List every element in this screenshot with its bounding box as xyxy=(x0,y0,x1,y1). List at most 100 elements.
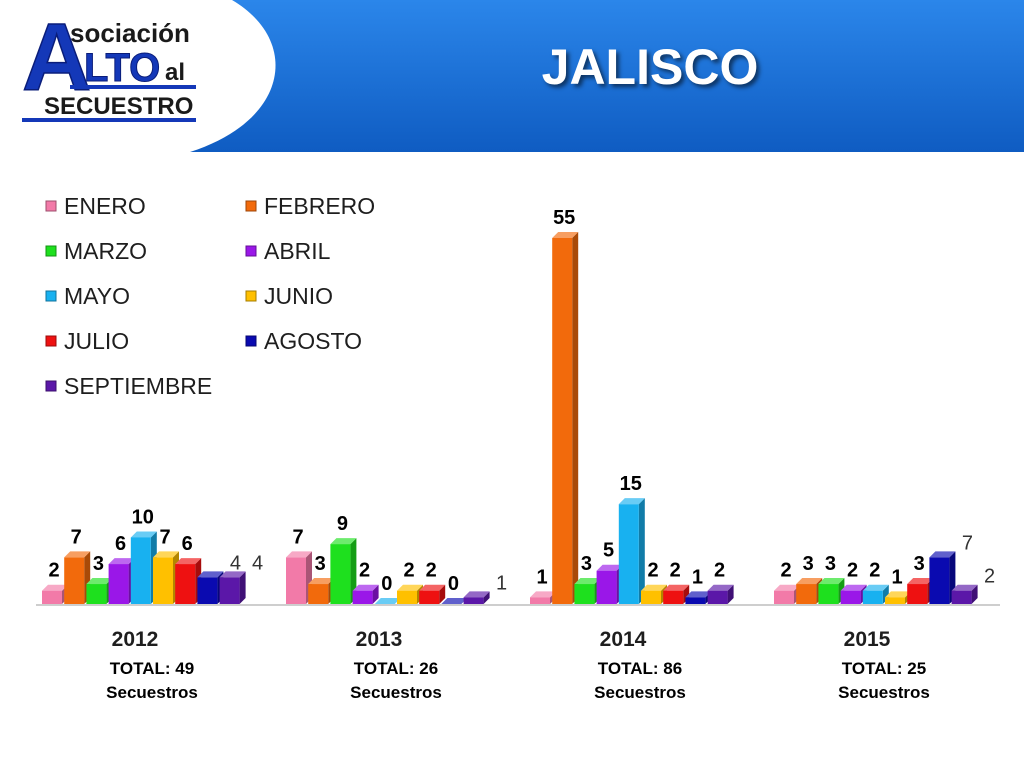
legend-swatch-marzo xyxy=(45,245,57,257)
total-label-2012: TOTAL: 49 xyxy=(110,659,194,678)
bar-2013-septiembre xyxy=(463,591,490,604)
legend-label-agosto: AGOSTO xyxy=(264,328,362,354)
legend-swatch-junio xyxy=(245,290,257,302)
slide-header: A sociación LTO al SECUESTRO JALISCO xyxy=(0,0,1024,152)
bar-2012-febrero xyxy=(64,551,91,604)
data-label-2013-febrero: 3 xyxy=(315,553,326,575)
category-label-2015: 2015 xyxy=(844,628,891,651)
total-unit-2014: Secuestros xyxy=(594,683,686,702)
bar-chart: ENERO FEBRERO MARZO ABRIL MAYO JUNIO JULIO AGOS… xyxy=(36,193,1000,702)
bar-2013-agosto xyxy=(441,598,468,604)
legend-swatch-febrero xyxy=(245,200,257,212)
data-label-2014-mayo: 15 xyxy=(620,473,642,495)
data-label-2014-junio: 2 xyxy=(647,560,658,582)
bar-2014-abril xyxy=(596,564,623,604)
data-label-2015-febrero: 3 xyxy=(803,553,814,575)
data-label-2015-septiembre: 2 xyxy=(984,566,995,588)
legend-label-junio: JUNIO xyxy=(264,283,333,309)
data-label-2012-septiembre: 4 xyxy=(252,552,263,574)
bar-2013-marzo xyxy=(330,538,357,604)
data-label-2015-julio: 3 xyxy=(914,553,925,575)
data-label-2014-marzo: 3 xyxy=(581,553,592,575)
category-label-2013: 2013 xyxy=(356,628,403,651)
bar-2014-mayo xyxy=(618,498,645,604)
legend-label-septiembre: SEPTIEMBRE xyxy=(64,373,212,399)
data-label-2013-marzo: 9 xyxy=(337,513,348,535)
logo-line3: SECUESTRO xyxy=(44,93,193,120)
bar-2015-septiembre xyxy=(951,584,978,604)
bar-2012-agosto xyxy=(197,571,224,604)
bar-2015-junio xyxy=(885,591,911,604)
bar-2013-febrero xyxy=(308,578,335,604)
legend-label-febrero: FEBRERO xyxy=(264,193,375,219)
data-label-2015-agosto: 7 xyxy=(962,532,973,554)
bar-2014-junio xyxy=(641,584,667,604)
data-label-2014-enero: 1 xyxy=(536,566,547,588)
total-label-2014: TOTAL: 86 xyxy=(598,659,682,678)
bar-2014-enero xyxy=(530,591,556,604)
bar-2012-septiembre xyxy=(219,571,246,604)
legend-label-abril: ABRIL xyxy=(264,238,331,264)
data-label-2013-agosto: 0 xyxy=(448,573,459,595)
legend-swatch-mayo xyxy=(45,290,57,302)
legend-swatch-agosto xyxy=(245,335,257,347)
bar-2013-abril xyxy=(352,584,379,604)
bar-2015-julio xyxy=(907,578,934,604)
data-label-2013-enero: 7 xyxy=(292,526,303,548)
bar-2013-junio xyxy=(397,584,423,604)
data-label-2014-febrero: 55 xyxy=(553,207,575,229)
legend-swatch-septiembre xyxy=(45,380,57,392)
bar-2012-mayo xyxy=(130,531,157,604)
logo-lto: LTO xyxy=(84,46,160,90)
data-label-2013-mayo: 0 xyxy=(381,573,392,595)
bar-2013-mayo xyxy=(374,598,401,604)
total-label-2015: TOTAL: 25 xyxy=(842,659,926,678)
data-label-2015-mayo: 2 xyxy=(869,560,880,582)
bar-2012-marzo xyxy=(86,578,113,604)
data-label-2014-abril: 5 xyxy=(603,540,614,562)
chart-legend: ENERO FEBRERO MARZO ABRIL MAYO JUNIO JULIO AGOS… xyxy=(45,193,375,399)
legend-swatch-julio xyxy=(45,335,57,347)
legend-label-marzo: MARZO xyxy=(64,238,147,264)
data-label-2015-junio: 1 xyxy=(891,566,902,588)
bar-2012-enero xyxy=(42,584,68,604)
total-label-2013: TOTAL: 26 xyxy=(354,659,438,678)
category-label-2012: 2012 xyxy=(112,628,159,651)
data-label-2015-marzo: 3 xyxy=(825,553,836,575)
bar-2014-febrero xyxy=(552,232,579,604)
bar-2013-enero xyxy=(286,551,312,604)
bar-2014-agosto xyxy=(685,591,712,604)
data-label-2012-agosto: 4 xyxy=(230,552,241,574)
data-label-2015-abril: 2 xyxy=(847,560,858,582)
bar-2015-mayo xyxy=(862,584,889,604)
data-label-2014-julio: 2 xyxy=(670,560,681,582)
bar-2015-marzo xyxy=(818,578,845,604)
bar-2014-marzo xyxy=(574,578,601,604)
data-label-2013-junio: 2 xyxy=(403,560,414,582)
logo-al: al xyxy=(165,59,185,86)
logo-big-a: A xyxy=(22,8,91,111)
data-label-2012-enero: 2 xyxy=(48,560,59,582)
bar-2014-julio xyxy=(663,584,690,604)
bar-2015-enero xyxy=(774,584,800,604)
data-label-2012-febrero: 7 xyxy=(71,526,82,548)
logo-line1: sociación xyxy=(70,18,190,48)
data-label-2012-junio: 7 xyxy=(159,526,170,548)
bar-2015-agosto xyxy=(929,551,956,604)
legend-label-enero: ENERO xyxy=(64,193,146,219)
association-logo: A sociación LTO al SECUESTRO xyxy=(21,8,196,122)
header-background xyxy=(0,0,1024,152)
data-label-2013-septiembre: 1 xyxy=(496,572,507,594)
data-label-2015-enero: 2 xyxy=(780,560,791,582)
legend-swatch-abril xyxy=(245,245,257,257)
data-label-2014-agosto: 1 xyxy=(692,566,703,588)
bar-2013-julio xyxy=(419,584,446,604)
chart-bars xyxy=(42,232,978,604)
legend-label-mayo: MAYO xyxy=(64,283,130,309)
bar-2012-julio xyxy=(175,558,202,604)
data-label-2012-abril: 6 xyxy=(115,533,126,555)
category-label-2014: 2014 xyxy=(600,628,647,651)
page-title: JALISCO xyxy=(541,39,759,95)
total-unit-2015: Secuestros xyxy=(838,683,930,702)
